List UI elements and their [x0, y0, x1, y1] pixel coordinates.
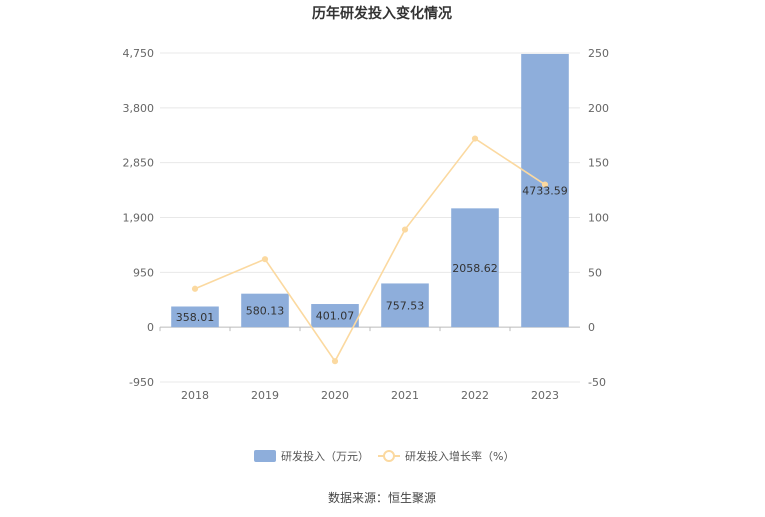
- bar-series: [171, 53, 569, 328]
- bar-value-label: 401.07: [316, 310, 355, 323]
- left-tick-label: 4,750: [123, 47, 155, 60]
- gridlines: [160, 52, 580, 383]
- growth-point: [401, 226, 409, 233]
- right-tick-label: 0: [588, 321, 595, 334]
- left-tick-label: 3,800: [123, 102, 155, 115]
- right-tick-label: 150: [588, 157, 609, 170]
- right-tick-label: 50: [588, 266, 602, 279]
- chart-title: 历年研发投入变化情况: [312, 5, 452, 22]
- right-tick-label: 100: [588, 212, 609, 225]
- bar: [311, 304, 359, 328]
- growth-line: [194, 137, 546, 363]
- legend-bar-label: 研发投入（万元）: [281, 449, 369, 463]
- legend-bar-swatch: [254, 450, 276, 462]
- x-tick-label: 2022: [461, 389, 489, 402]
- growth-point: [261, 256, 269, 263]
- bar: [241, 293, 289, 328]
- left-tick-label: -950: [129, 376, 154, 389]
- bar-value-label: 2058.62: [452, 262, 498, 275]
- right-tick-label: 250: [588, 47, 609, 60]
- left-tick-label: 1,900: [123, 212, 155, 225]
- x-tick-label: 2020: [321, 389, 349, 402]
- x-tick-label: 2023: [531, 389, 559, 402]
- x-tick-label: 2021: [391, 389, 419, 402]
- left-tick-label: 950: [133, 266, 154, 279]
- left-tick-label: 2,850: [123, 157, 155, 170]
- bar-value-label: 4733.59: [522, 185, 568, 198]
- left-tick-label: 0: [147, 321, 154, 334]
- growth-point: [331, 358, 339, 365]
- bar-value-label: 580.13: [246, 304, 285, 317]
- line-series: [191, 135, 549, 365]
- bar: [451, 208, 499, 328]
- legend-line-marker: [383, 450, 395, 462]
- x-tick-label: 2019: [251, 389, 279, 402]
- right-tick-label: 200: [588, 102, 609, 115]
- x-axis: 2018 2019 2020 2021 2022 2023: [159, 327, 559, 402]
- bar-labels: 358.01 580.13 401.07 757.53 2058.62 4733.59: [176, 185, 568, 324]
- bar-value-label: 757.53: [386, 299, 425, 312]
- growth-point: [191, 285, 199, 292]
- right-axis: -50 0 50 100 150 200 250: [588, 47, 609, 389]
- growth-point: [541, 181, 549, 188]
- right-tick-label: -50: [588, 376, 606, 389]
- x-tick-label: 2018: [181, 389, 209, 402]
- bar: [171, 306, 219, 328]
- bar-value-label: 358.01: [176, 311, 215, 324]
- bar: [521, 53, 569, 328]
- legend-line-label: 研发投入增长率（%）: [405, 449, 514, 463]
- growth-point: [471, 135, 479, 142]
- source-text: 数据来源：恒生聚源: [328, 490, 436, 505]
- legend: 研发投入（万元） 研发投入增长率（%）: [254, 449, 514, 463]
- bar: [381, 283, 429, 328]
- left-axis: -950 0 950 1,900 2,850 3,800 4,750: [123, 47, 155, 389]
